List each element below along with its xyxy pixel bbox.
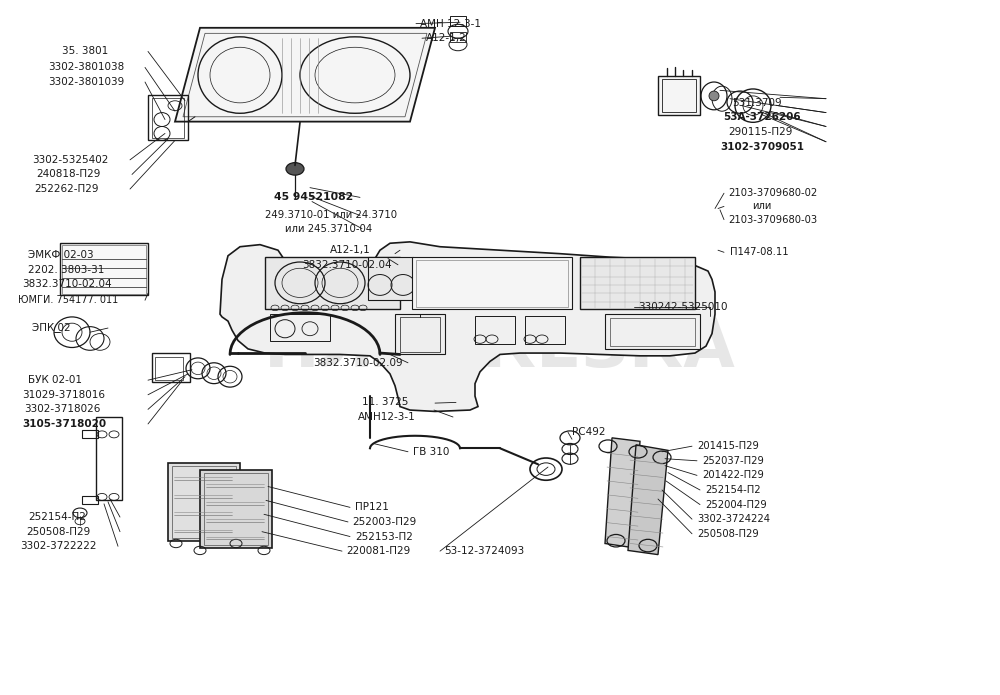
Bar [96,417,122,500]
Text: 252004-П29: 252004-П29 [705,500,767,509]
Bar [152,353,190,382]
Bar [450,32,466,42]
Text: 252154-П2: 252154-П2 [705,485,761,495]
Text: 2202. 3803-31: 2202. 3803-31 [28,265,104,275]
Bar [416,260,568,307]
Text: 3302-3718026: 3302-3718026 [24,404,100,414]
Text: 252153-П2: 252153-П2 [355,532,413,541]
Bar [152,98,184,138]
Text: или 245.3710-04: или 245.3710-04 [285,224,372,234]
Bar [658,76,700,115]
Text: 3832.3710-02.09: 3832.3710-02.09 [313,358,403,368]
Bar [662,79,696,112]
Text: 252154-П2: 252154-П2 [28,512,86,522]
Bar [450,16,466,26]
Text: ПЛАНКЕЗКА: ПЛАНКЕЗКА [264,315,736,380]
Text: 2103-3709680-03: 2103-3709680-03 [728,215,817,224]
Bar [412,257,572,309]
Bar [475,316,515,344]
Bar [395,314,445,354]
Text: ЭМКФ 02-03: ЭМКФ 02-03 [28,250,94,260]
Bar [605,314,700,349]
Bar [525,316,565,344]
Polygon shape [220,242,715,411]
Bar [155,357,183,380]
Text: 3832.3710-02.04: 3832.3710-02.04 [302,260,392,270]
Text: 35. 3801: 35. 3801 [62,47,108,56]
Text: 330242-5325010: 330242-5325010 [638,302,728,312]
Text: 3105-3718020: 3105-3718020 [22,419,106,429]
Text: 252003-П29: 252003-П29 [352,517,416,527]
Bar [200,470,272,548]
Text: АМН 12-3-1: АМН 12-3-1 [420,19,481,28]
Text: 11. 3725: 11. 3725 [362,398,408,407]
Bar [62,245,146,294]
Text: 531.3709: 531.3709 [732,98,782,108]
Bar [204,473,268,545]
Bar [168,463,240,541]
Bar [610,318,695,346]
Bar [270,314,330,341]
Text: 3832.3710-02.04: 3832.3710-02.04 [22,279,112,289]
Text: АМН12-3-1: АМН12-3-1 [358,412,416,422]
Text: 3302-5325402: 3302-5325402 [32,155,108,165]
Text: 3302-3722222: 3302-3722222 [20,541,96,551]
Bar [368,257,413,300]
Bar [82,430,98,438]
Text: 201415-П29: 201415-П29 [697,441,759,451]
Text: А12-1,2: А12-1,2 [426,33,467,43]
Text: 3302-3724224: 3302-3724224 [697,514,770,524]
Bar [580,257,695,309]
Text: 2103-3709680-02: 2103-3709680-02 [728,188,817,198]
Text: 220081-П29: 220081-П29 [346,546,410,556]
Bar [400,317,440,352]
Ellipse shape [709,91,719,101]
Text: 3302-3801038: 3302-3801038 [48,63,124,72]
Text: 45 94521082: 45 94521082 [274,193,353,202]
Text: ЮМГИ. 754177. 011: ЮМГИ. 754177. 011 [18,295,118,305]
Text: ПР121: ПР121 [355,502,389,512]
Text: 3102-3709051: 3102-3709051 [720,142,804,152]
Text: 249.3710-01 или 24.3710: 249.3710-01 или 24.3710 [265,211,397,220]
Polygon shape [175,28,435,122]
Text: 53-12-3724093: 53-12-3724093 [444,546,524,556]
Text: П147-08.11: П147-08.11 [730,247,789,257]
Bar [265,257,400,309]
Text: 290115-П29: 290115-П29 [728,127,792,137]
Text: 250508-П29: 250508-П29 [26,527,90,537]
Polygon shape [628,445,668,555]
Text: 201422-П29: 201422-П29 [702,471,764,480]
Bar [172,466,236,538]
Text: или: или [752,202,771,211]
Text: 252262-П29: 252262-П29 [34,184,98,194]
Text: БУК 02-01: БУК 02-01 [28,375,82,385]
Text: 53А-3726206: 53А-3726206 [723,113,801,122]
Ellipse shape [286,163,304,175]
Text: 252037-П29: 252037-П29 [702,456,764,466]
Text: 31029-3718016: 31029-3718016 [22,390,105,400]
Bar [82,496,98,504]
Bar [60,243,148,295]
Text: ЭПК 02: ЭПК 02 [32,323,71,333]
Polygon shape [605,438,640,548]
Text: 240818-П29: 240818-П29 [36,170,100,179]
Bar [148,95,188,140]
Text: 3302-3801039: 3302-3801039 [48,77,124,87]
Text: 250508-П29: 250508-П29 [697,529,759,539]
Text: А12-1,1: А12-1,1 [330,245,371,255]
Text: ГВ 310: ГВ 310 [413,447,449,457]
Text: РС492: РС492 [572,427,606,437]
